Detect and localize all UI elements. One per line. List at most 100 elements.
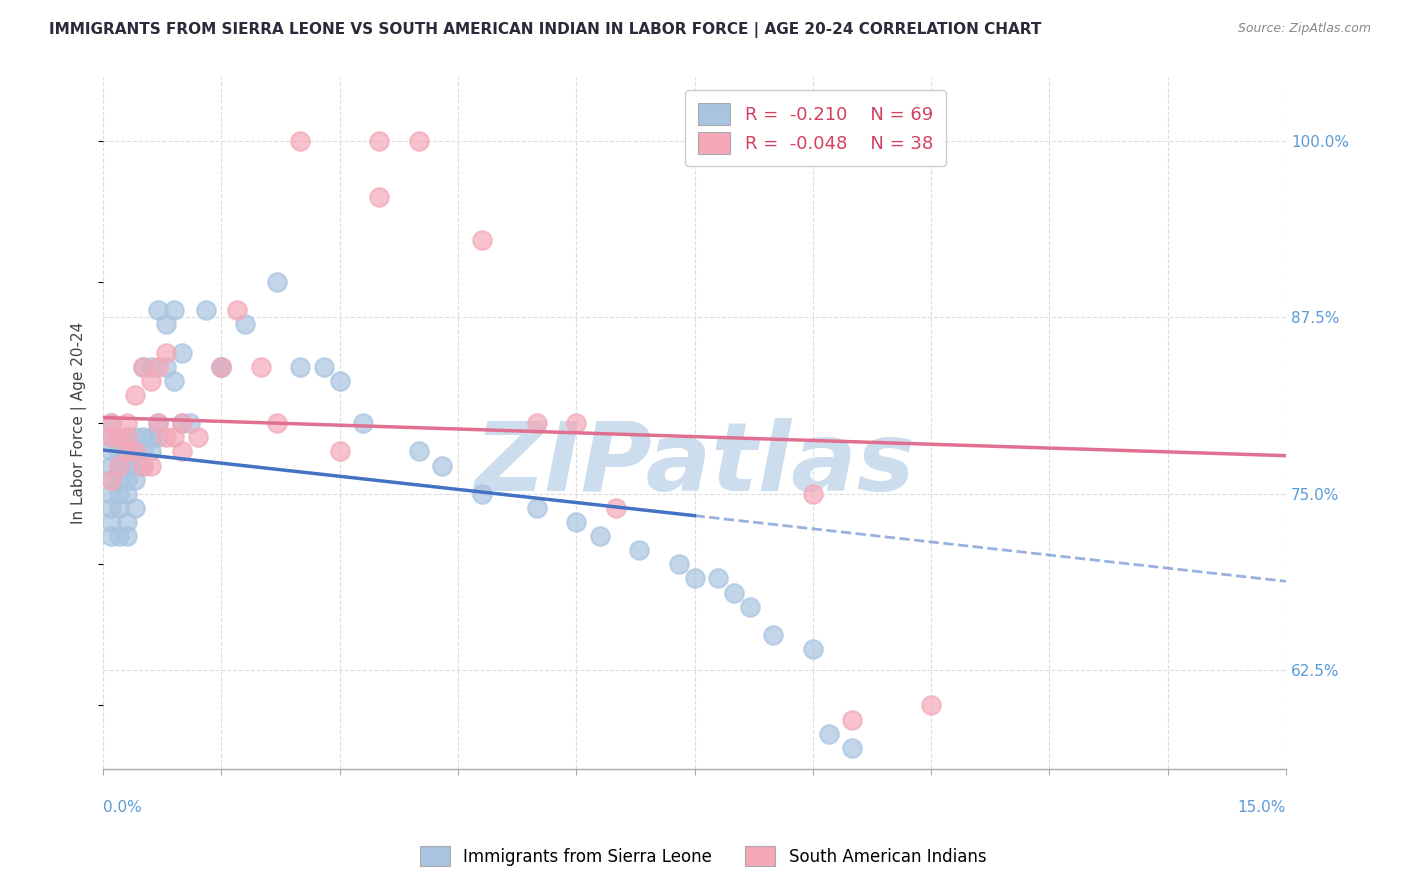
Text: 0.0%: 0.0%	[103, 799, 142, 814]
Point	[100, 416, 122, 430]
Point	[170, 345, 193, 359]
Point	[290, 134, 312, 148]
Point	[108, 473, 131, 487]
Legend: R =  -0.210    N = 69, R =  -0.048    N = 38: R = -0.210 N = 69, R = -0.048 N = 38	[685, 90, 946, 167]
Point	[115, 430, 138, 444]
Point	[100, 473, 122, 487]
Text: Source: ZipAtlas.com: Source: ZipAtlas.com	[1237, 22, 1371, 36]
Point	[115, 444, 138, 458]
Point	[194, 303, 217, 318]
Point	[211, 359, 233, 374]
Point	[723, 585, 745, 599]
Point	[139, 430, 162, 444]
Point	[668, 558, 690, 572]
Point	[408, 444, 430, 458]
Point	[100, 500, 122, 515]
Text: ZIPatlas: ZIPatlas	[474, 418, 915, 511]
Point	[100, 430, 122, 444]
Point	[100, 515, 122, 529]
Point	[148, 416, 170, 430]
Point	[131, 458, 153, 473]
Point	[329, 374, 352, 388]
Point	[163, 374, 186, 388]
Point	[115, 444, 138, 458]
Point	[124, 388, 146, 402]
Point	[115, 529, 138, 543]
Point	[100, 416, 122, 430]
Point	[565, 416, 588, 430]
Point	[155, 359, 177, 374]
Text: IMMIGRANTS FROM SIERRA LEONE VS SOUTH AMERICAN INDIAN IN LABOR FORCE | AGE 20-24: IMMIGRANTS FROM SIERRA LEONE VS SOUTH AM…	[49, 22, 1042, 38]
Point	[817, 727, 839, 741]
Legend: Immigrants from Sierra Leone, South American Indians: Immigrants from Sierra Leone, South Amer…	[413, 839, 993, 873]
Point	[408, 134, 430, 148]
Point	[131, 359, 153, 374]
Point	[841, 740, 863, 755]
Point	[526, 500, 548, 515]
Point	[920, 698, 942, 713]
Point	[352, 416, 374, 430]
Point	[628, 543, 651, 558]
Point	[108, 444, 131, 458]
Point	[226, 303, 249, 318]
Point	[312, 359, 335, 374]
Text: 15.0%: 15.0%	[1237, 799, 1286, 814]
Point	[762, 628, 785, 642]
Point	[108, 487, 131, 501]
Point	[100, 430, 122, 444]
Point	[148, 416, 170, 430]
Point	[170, 416, 193, 430]
Point	[155, 345, 177, 359]
Point	[738, 599, 761, 614]
Point	[115, 515, 138, 529]
Point	[163, 430, 186, 444]
Point	[100, 444, 122, 458]
Point	[179, 416, 201, 430]
Point	[100, 529, 122, 543]
Point	[148, 430, 170, 444]
Point	[233, 318, 256, 332]
Point	[329, 444, 352, 458]
Point	[131, 444, 153, 458]
Point	[801, 487, 824, 501]
Point	[471, 233, 494, 247]
Point	[148, 359, 170, 374]
Point	[187, 430, 209, 444]
Point	[211, 359, 233, 374]
Point	[841, 713, 863, 727]
Point	[155, 318, 177, 332]
Point	[139, 359, 162, 374]
Point	[124, 473, 146, 487]
Point	[148, 303, 170, 318]
Point	[432, 458, 454, 473]
Point	[139, 458, 162, 473]
Y-axis label: In Labor Force | Age 20-24: In Labor Force | Age 20-24	[72, 322, 87, 524]
Point	[170, 416, 193, 430]
Point	[100, 487, 122, 501]
Point	[100, 473, 122, 487]
Point	[526, 416, 548, 430]
Point	[211, 359, 233, 374]
Point	[131, 430, 153, 444]
Point	[108, 529, 131, 543]
Point	[290, 359, 312, 374]
Point	[108, 500, 131, 515]
Point	[801, 642, 824, 657]
Point	[266, 416, 288, 430]
Point	[605, 500, 627, 515]
Point	[115, 473, 138, 487]
Point	[683, 572, 706, 586]
Point	[115, 487, 138, 501]
Point	[589, 529, 612, 543]
Point	[115, 458, 138, 473]
Point	[124, 444, 146, 458]
Point	[368, 134, 391, 148]
Point	[170, 444, 193, 458]
Point	[471, 487, 494, 501]
Point	[139, 444, 162, 458]
Point	[139, 374, 162, 388]
Point	[266, 275, 288, 289]
Point	[707, 572, 730, 586]
Point	[100, 458, 122, 473]
Point	[131, 359, 153, 374]
